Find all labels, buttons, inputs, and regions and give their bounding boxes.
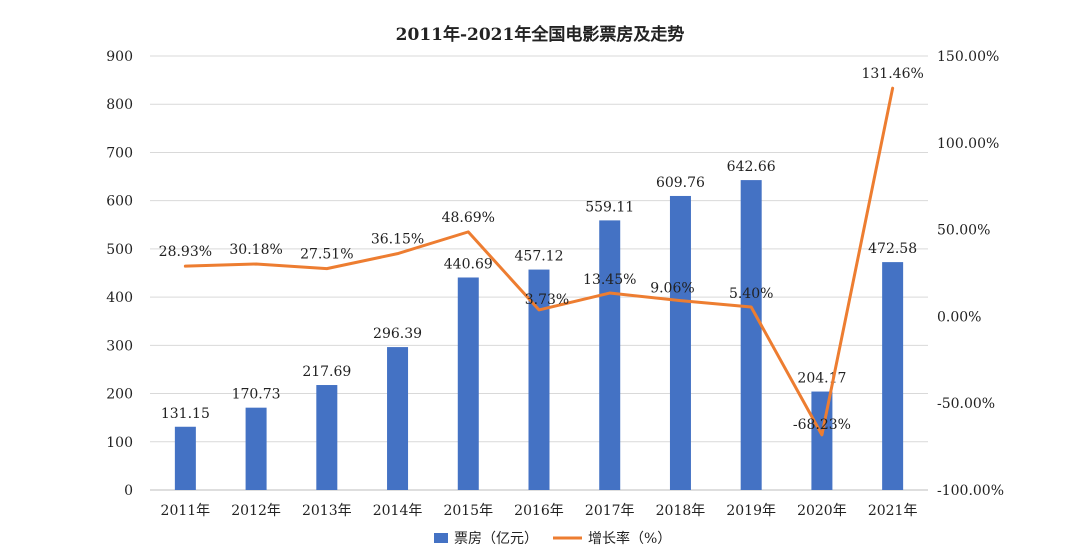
left-y-tick-label: 300: [106, 338, 133, 354]
x-tick-label: 2016年: [514, 503, 564, 519]
line-data-label: -68.23%: [793, 417, 851, 433]
bar-data-label: 131.15: [161, 406, 210, 422]
bar-data-label: 217.69: [302, 364, 351, 380]
right-y-tick-label: 50.00%: [937, 223, 990, 239]
bar-data-label: 204.17: [797, 371, 846, 387]
bar: [599, 220, 621, 490]
right-y-tick-label: -50.00%: [937, 396, 995, 412]
x-tick-label: 2017年: [585, 503, 635, 519]
bar-data-label: 457.12: [515, 249, 564, 265]
bar: [245, 407, 267, 490]
x-tick-label: 2014年: [373, 503, 423, 519]
line-data-label: 28.93%: [159, 244, 212, 260]
x-tick-label: 2011年: [161, 503, 211, 519]
line-data-label: 9.06%: [650, 281, 694, 297]
left-y-tick-label: 600: [106, 194, 133, 210]
left-y-tick-label: 0: [124, 483, 133, 499]
bar: [457, 277, 479, 490]
x-tick-label: 2012年: [231, 503, 281, 519]
line-data-label: 30.18%: [229, 242, 282, 258]
legend-line-label: 增长率（%）: [588, 530, 671, 547]
bar: [387, 347, 409, 490]
bar-data-label: 296.39: [373, 326, 422, 342]
line-data-label: 27.51%: [300, 247, 353, 263]
right-y-tick-label: 150.00%: [937, 49, 999, 65]
bar-data-label: 559.11: [585, 199, 634, 215]
bar-data-label: 440.69: [444, 256, 493, 272]
bar-data-label: 472.58: [868, 241, 917, 257]
line-data-label: 48.69%: [442, 210, 495, 226]
x-tick-label: 2018年: [656, 503, 706, 519]
left-y-tick-label: 500: [106, 242, 133, 258]
left-y-tick-label: 900: [106, 49, 133, 65]
left-y-tick-label: 700: [106, 145, 133, 161]
bar: [528, 269, 550, 490]
right-y-axis: -100.00% -50.00% 0.00% 50.00% 100.00% 150.00%: [937, 49, 1004, 499]
left-y-tick-label: 100: [106, 435, 133, 451]
line-data-label: 13.45%: [583, 272, 636, 288]
x-tick-label: 2019年: [726, 503, 776, 519]
legend-bar-swatch: [434, 533, 448, 543]
left-y-tick-label: 800: [106, 97, 133, 113]
line-data-label: 131.46%: [861, 66, 923, 82]
x-tick-label: 2020年: [797, 503, 847, 519]
left-y-axis: 0 100 200 300 400 500 600 700 800 900: [106, 49, 133, 499]
line-data-label: 3.73%: [525, 292, 569, 308]
right-y-tick-label: -100.00%: [937, 483, 1004, 499]
right-y-tick-label: 0.00%: [937, 309, 981, 325]
bar-data-label: 170.73: [232, 387, 281, 403]
x-tick-label: 2013年: [302, 503, 352, 519]
bar: [316, 385, 338, 490]
bar-data-label: 609.76: [656, 175, 705, 191]
left-y-tick-label: 400: [106, 290, 133, 306]
line-data-label: 5.40%: [729, 286, 773, 302]
bar: [174, 426, 196, 490]
bar: [740, 180, 762, 490]
x-tick-label: 2021年: [868, 503, 918, 519]
legend: 票房（亿元） 增长率（%）: [434, 530, 671, 547]
bar: [669, 195, 691, 490]
right-y-tick-label: 100.00%: [937, 136, 999, 152]
x-axis: 2011年 2012年 2013年 2014年 2015年 2016年 2017年 2018年…: [161, 503, 918, 519]
bar-data-label: 642.66: [727, 159, 776, 175]
left-y-tick-label: 200: [106, 387, 133, 403]
legend-bar-label: 票房（亿元）: [454, 531, 538, 547]
bar: [882, 262, 904, 490]
chart-title: 2011年-2021年全国电影票房及走势: [396, 24, 685, 45]
bar-series: 131.15 170.73 217.69 296.39 440.69 457.12 559.…: [161, 159, 917, 490]
line-series: 28.93% 30.18% 27.51% 36.15% 48.69% 3.73% 13.45…: [159, 66, 924, 437]
line-data-label: 36.15%: [371, 232, 424, 248]
x-tick-label: 2015年: [443, 503, 493, 519]
